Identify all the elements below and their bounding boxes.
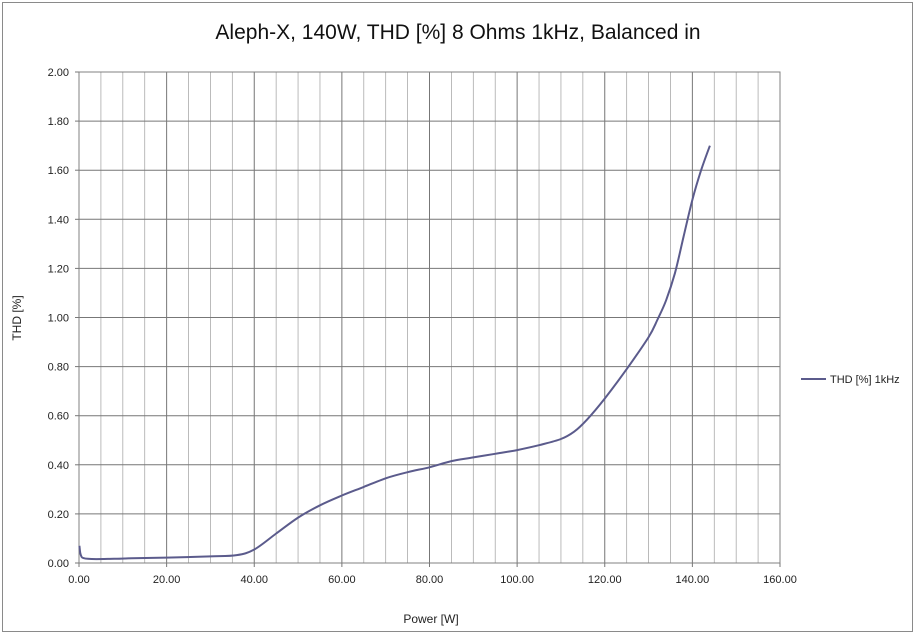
x-tick-label: 80.00 <box>416 574 444 586</box>
grid-lines <box>79 72 780 563</box>
y-tick-label: 1.00 <box>48 313 69 325</box>
y-tick-label: 0.80 <box>48 362 69 374</box>
y-tick-label: 1.40 <box>48 214 69 226</box>
x-axis-title: Power [W] <box>403 612 458 626</box>
x-tick-label: 100.00 <box>500 574 534 586</box>
x-tick-label: 20.00 <box>153 574 181 586</box>
y-axis-ticks: 0.00 0.20 0.40 0.60 0.80 1.00 1.20 1.40 1.60 1.80… <box>48 67 79 570</box>
legend-label: THD [%] 1kHz <box>830 374 900 386</box>
y-tick-label: 0.00 <box>48 558 69 570</box>
chart-title: Aleph-X, 140W, THD [%] 8 Ohms 1kHz, Bala… <box>215 21 700 44</box>
legend: THD [%] 1kHz <box>801 374 900 386</box>
x-tick-label: 40.00 <box>240 574 268 586</box>
y-axis-title: THD [%] <box>10 295 24 340</box>
series-group <box>78 145 711 561</box>
x-tick-label: 0.00 <box>68 574 89 586</box>
x-tick-label: 120.00 <box>588 574 622 586</box>
x-tick-label: 140.00 <box>676 574 710 586</box>
y-tick-label: 2.00 <box>48 67 69 79</box>
x-axis-ticks: 0.00 20.00 40.00 60.00 80.00 100.00 120.00 140.… <box>68 563 797 586</box>
y-tick-label: 0.20 <box>48 509 69 521</box>
y-tick-label: 1.60 <box>48 165 69 177</box>
y-tick-label: 0.60 <box>48 411 69 423</box>
series-line-thd-1khz <box>78 145 711 561</box>
y-tick-label: 1.80 <box>48 116 69 128</box>
y-tick-label: 1.20 <box>48 263 69 275</box>
y-tick-label: 0.40 <box>48 460 69 472</box>
x-tick-label: 160.00 <box>763 574 797 586</box>
x-tick-label: 60.00 <box>328 574 356 586</box>
